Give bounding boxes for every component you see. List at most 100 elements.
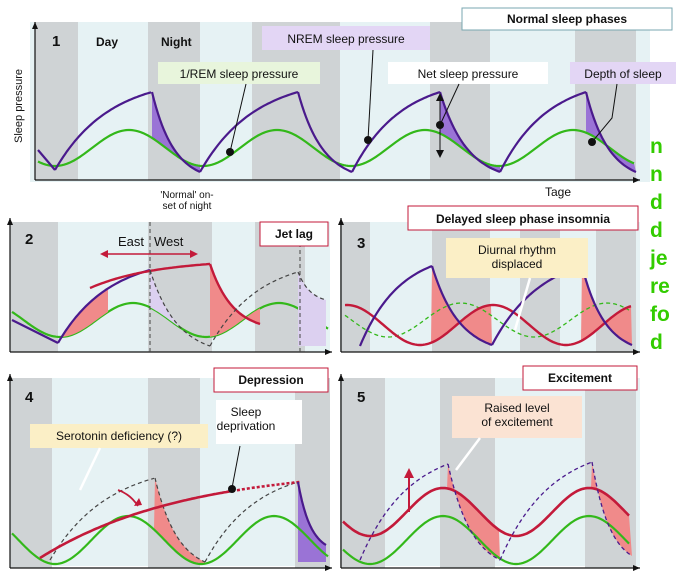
- panel3-pink-fill-b: [581, 266, 632, 345]
- panel2-title: Jet lag: [275, 227, 313, 241]
- panel1-net-arrow-up: [436, 93, 444, 101]
- side-text-fragments: n n d d je re fo d: [650, 133, 670, 357]
- panel4-number: 4: [25, 389, 34, 406]
- panel5-raised-label: Raised level of excitement: [481, 401, 553, 429]
- panel1-depth-fill-1: [440, 92, 500, 172]
- panel1-rem-dot: [226, 148, 234, 156]
- panel4-serotonin-label: Serotonin deficiency (?): [56, 429, 182, 443]
- panel1-nrem-seg-3: [296, 91, 353, 174]
- panel3-shifted-curve: [344, 303, 632, 347]
- panel2-east-label: East: [118, 234, 144, 249]
- panel2-y-arrow: [7, 218, 13, 225]
- panel1-nrem-seg-5: [438, 91, 501, 174]
- panel3-y-arrow: [338, 218, 344, 225]
- panel5-rem-curve: [342, 514, 630, 566]
- panel2-band-0: [10, 222, 58, 352]
- panel1-nrem-seg-0: [54, 91, 152, 171]
- panel5-title-box: [522, 365, 638, 391]
- panel1-net-label: Net sleep pressure: [418, 67, 519, 81]
- panel1-depth-pointer: [591, 83, 618, 143]
- panel4-serotonin-box: [30, 424, 208, 448]
- panel1-title: Normal sleep phases: [507, 12, 627, 26]
- panel1-nrem-dot: [364, 136, 372, 144]
- panel5-excitement-curve: [342, 486, 630, 538]
- panel1-nrem-seg-6: [499, 90, 587, 173]
- panel2-lavender-fill-a: [150, 270, 210, 346]
- panel1-rem-box: [158, 62, 320, 84]
- panel3-pointer: [513, 277, 532, 331]
- side-text-line: je: [650, 247, 668, 270]
- panel1-depth-fill-2: [586, 92, 636, 172]
- panel4-title: Depression: [238, 373, 303, 387]
- panel4-deprivation-box: [216, 400, 302, 444]
- side-text-line: d: [650, 331, 663, 354]
- panel2-arrow-east: [100, 250, 108, 258]
- panel4-purple-fill: [298, 482, 326, 562]
- panel5-raise-arrowhead: [404, 468, 414, 478]
- panel2-nrem-start: [11, 319, 59, 344]
- panel1-depth-box: [570, 62, 676, 84]
- panel1-nrem-start: [37, 149, 56, 171]
- panel1-nrem-seg-2: [199, 90, 299, 173]
- panel1-net-box: [388, 62, 548, 84]
- panel5-y-arrow: [338, 374, 344, 381]
- panel1-nrem-seg-1: [150, 91, 201, 173]
- panel4-rem-curve: [11, 514, 329, 566]
- panel2-arrow-west: [190, 250, 198, 258]
- panel1-net-arrow-down: [436, 150, 444, 158]
- panel4-deprivation-label: Sleep deprivation: [217, 405, 276, 433]
- panel4-y-arrow: [7, 374, 13, 381]
- panel2-lavender-fill-b: [298, 272, 326, 346]
- panel2-number: 2: [25, 231, 33, 248]
- panel4-dashed-rise-b: [204, 481, 298, 563]
- panel1-depth-dot: [588, 138, 596, 146]
- panel2-pink-fill-b: [210, 264, 260, 337]
- panel2-pink-fill-a: [60, 288, 108, 340]
- panel3-nrem-rise-a: [358, 264, 433, 347]
- panel4-deprivation-pointer: [231, 445, 241, 489]
- panel3-pink-fill-a: [431, 266, 492, 345]
- side-text-line: re: [650, 275, 670, 298]
- panel3-label-box: [446, 238, 588, 278]
- panel5-pointer: [455, 437, 481, 471]
- panel1-number: 1: [52, 33, 60, 50]
- panel1-band-4: [575, 22, 636, 180]
- panel3-number: 3: [357, 235, 365, 252]
- panel4-nrem-fall: [296, 481, 327, 546]
- panel4-title-box: [213, 367, 329, 393]
- side-text-line: d: [650, 191, 663, 214]
- panel3-nrem-fall-a: [430, 265, 493, 347]
- panel3-nrem-fall-b: [580, 265, 633, 347]
- panel5-dashed-3: [591, 461, 633, 557]
- onset-of-night-label: 'Normal' on-set of night: [160, 190, 213, 212]
- panel5-band-0: [340, 378, 385, 568]
- side-text-line: d: [650, 219, 663, 242]
- panel1-y-label: Sleep pressure: [13, 69, 25, 143]
- panel4-x-arrow: [325, 565, 332, 571]
- panel4-serotonin-pointer: [78, 447, 102, 491]
- panel1-net-pointer: [439, 83, 460, 126]
- panel1-rem-label: 1/REM sleep pressure: [180, 67, 299, 81]
- panel3-x-arrow: [633, 349, 640, 355]
- panel2-title-box: [259, 221, 329, 247]
- panel1-nrem-pointer: [367, 49, 374, 141]
- panel2-band-1: [148, 222, 212, 352]
- panel2-dashed-fall: [149, 269, 211, 347]
- panel3-title-box: [407, 205, 639, 231]
- panel1-x-label: Tage: [545, 185, 571, 199]
- panel2-west-label: West: [154, 234, 184, 249]
- panel1-night-label: Night: [161, 35, 192, 49]
- panel1-rem-pointer: [229, 83, 247, 153]
- panel4-dashed-rise: [49, 477, 155, 561]
- panel1-depth-fill-0: [152, 92, 200, 172]
- panel5-x-arrow: [633, 565, 640, 571]
- panel5-pink-fill-b: [591, 462, 632, 556]
- panel4-deprivation-dot: [228, 485, 236, 493]
- panel1-title-box: [461, 7, 673, 31]
- side-text-line: n: [650, 135, 663, 158]
- panel5-label-box: [452, 396, 582, 438]
- panel1-y-arrow: [32, 22, 38, 29]
- panel3-rem-dashed: [344, 302, 630, 338]
- panel4-shift-arrowhead: [134, 498, 142, 506]
